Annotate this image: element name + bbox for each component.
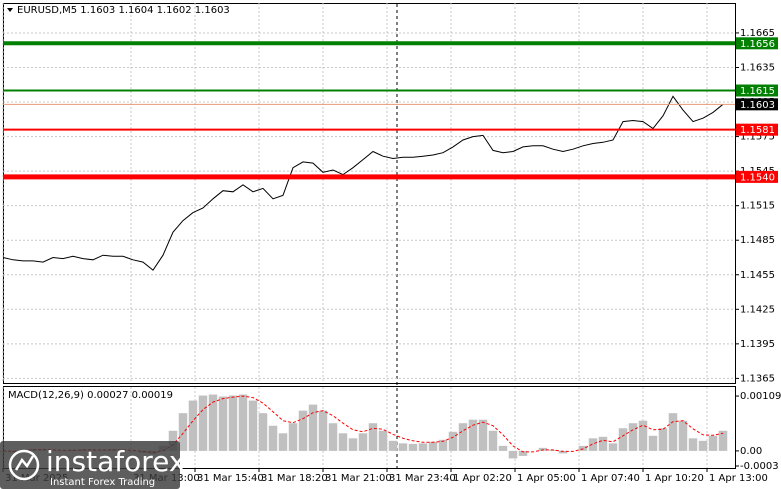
price-line	[2, 95, 724, 271]
y-tick-label: 1.1425	[740, 304, 775, 315]
level-label: 1.1615	[740, 86, 775, 97]
histogram-bar	[238, 394, 248, 451]
level-label-box	[736, 84, 778, 97]
histogram-bar	[218, 396, 228, 451]
histogram-bar	[348, 438, 358, 451]
histogram-bar	[498, 445, 508, 451]
histogram-bar	[668, 413, 678, 451]
histogram-bar	[638, 420, 648, 451]
histogram-bar	[328, 423, 338, 451]
x-tick-label: 31 Mar 23:40	[389, 473, 456, 484]
logo-box	[0, 441, 180, 489]
y-tick-label: 1.1485	[740, 235, 775, 246]
x-tick-label: 1 Apr 10:20	[645, 473, 704, 484]
x-tick-label: 1 Apr 13:00	[709, 473, 768, 484]
histogram-bar	[308, 404, 318, 451]
histogram-bar	[508, 450, 518, 459]
histogram-bar	[248, 400, 258, 451]
histogram-bar	[178, 413, 188, 451]
histogram-bar	[408, 443, 418, 451]
histogram-bar	[398, 443, 408, 451]
histogram-bar	[458, 423, 468, 451]
histogram-bar	[688, 438, 698, 451]
histogram-bar	[538, 447, 548, 451]
histogram-bar	[368, 423, 378, 451]
y-tick-label: 1.1635	[740, 62, 775, 73]
level-label-box	[736, 123, 778, 136]
x-tick-label: 1 Apr 05:00	[517, 473, 576, 484]
y-tick-label: -0.0003	[740, 461, 779, 472]
level-label: 1.1581	[740, 125, 775, 136]
y-tick-label: 1.1665	[740, 28, 775, 39]
histogram-bar	[278, 433, 288, 451]
y-tick-label: 1.1365	[740, 373, 775, 384]
histogram-bar	[358, 433, 368, 451]
x-tick-label: 1 Apr 07:40	[581, 473, 640, 484]
histogram-bar	[518, 450, 528, 456]
y-tick-label: 1.1395	[740, 339, 775, 350]
histogram-bar	[608, 443, 618, 451]
logo: instaforex Instant Forex Trading	[0, 441, 185, 489]
histogram-bar	[208, 394, 218, 451]
histogram-bar	[468, 419, 478, 451]
histogram-bar	[678, 420, 688, 451]
histogram-bar	[588, 438, 598, 451]
level-label-box	[736, 98, 778, 111]
macd-title: MACD(12,26,9) 0.00027 0.00019	[8, 390, 173, 401]
x-tick-label: 31 Mar 15:40	[197, 473, 264, 484]
chart-title: EURUSD,M5 1.1603 1.1604 1.1602 1.1603	[17, 5, 230, 16]
histogram-bar	[448, 431, 458, 451]
y-tick-label: 1.1575	[740, 132, 775, 143]
histogram-bar	[298, 410, 308, 451]
logo-name: instaforex	[46, 445, 185, 478]
main-frame	[3, 3, 736, 384]
histogram-bar	[648, 435, 658, 451]
histogram-bar	[338, 433, 348, 451]
histogram-bar	[268, 425, 278, 451]
histogram-bar	[438, 439, 448, 451]
level-label-box	[736, 37, 778, 50]
logo-icon	[8, 449, 40, 481]
y-tick-label: 1.1455	[740, 270, 775, 281]
x-tick-label: 31 Mar 18:20	[261, 473, 328, 484]
histogram-bar	[478, 419, 488, 451]
x-tick-label: 31 Mar 21:00	[325, 473, 392, 484]
level-label-box	[736, 170, 778, 183]
y-tick-label: 0.00109	[740, 391, 781, 402]
logo-icon-mark	[14, 455, 35, 471]
histogram-bar	[488, 430, 498, 451]
histogram-bar	[318, 410, 328, 451]
histogram-bar	[418, 443, 428, 451]
y-tick-label: 1.1515	[740, 201, 775, 212]
histogram-bar	[558, 450, 568, 454]
histogram-bar	[708, 435, 718, 451]
histogram-bar	[718, 430, 728, 451]
x-tick-label: 1 Apr 02:20	[453, 473, 512, 484]
level-label: 1.1603	[740, 100, 775, 111]
histogram-bar	[698, 440, 708, 451]
symbol-menu-icon	[7, 8, 13, 12]
histogram-bar	[618, 428, 628, 451]
y-tick-label: 0.00	[740, 446, 762, 457]
logo-tagline: Instant Forex Trading	[50, 477, 155, 488]
histogram-bar	[598, 436, 608, 451]
histogram-bar	[168, 430, 178, 451]
histogram-bar	[428, 441, 438, 451]
histogram-bar	[188, 400, 198, 451]
histogram-bar	[628, 423, 638, 451]
histogram-bar	[658, 428, 668, 451]
level-label: 1.1540	[740, 172, 775, 183]
histogram-bar	[378, 430, 388, 451]
histogram-bar	[388, 440, 398, 451]
histogram-bar	[228, 395, 238, 451]
plot-layer: 1.16651.16351.16051.15751.15451.15151.14…	[0, 3, 781, 484]
level-label: 1.1656	[740, 39, 775, 50]
histogram-bar	[258, 413, 268, 451]
histogram-bar	[198, 395, 208, 451]
histogram-bar	[288, 423, 298, 451]
